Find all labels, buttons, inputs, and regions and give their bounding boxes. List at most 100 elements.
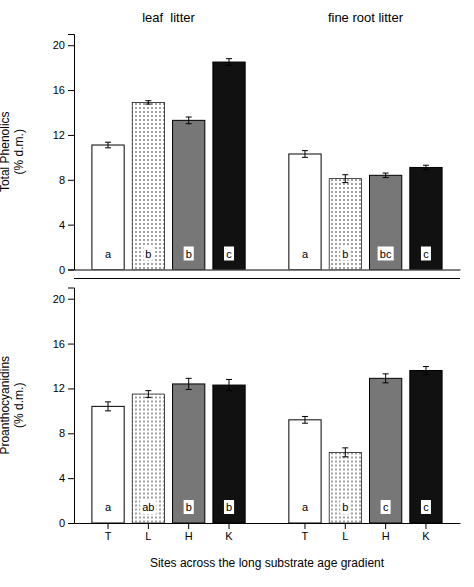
error-bar	[145, 391, 151, 398]
y-tick-label: 8	[59, 427, 65, 439]
y-tick: 16	[53, 338, 74, 350]
letter-box	[143, 247, 153, 261]
letters: abbcabbcc	[105, 247, 431, 261]
group-title: fine root litter	[328, 10, 404, 25]
letter-box	[224, 247, 234, 261]
y-tick-mark	[68, 270, 74, 271]
bar	[173, 120, 205, 269]
y-tick-mark	[68, 225, 74, 226]
error-bar-stem	[425, 367, 426, 375]
error-bar-stem	[304, 151, 305, 158]
letter-box	[421, 247, 431, 261]
error-bar-stem	[425, 165, 426, 169]
y-tick-label: 16	[53, 84, 65, 96]
x-axis-group: TLHK	[302, 523, 431, 542]
y-axis-title-line: (% d.m.)	[12, 129, 26, 174]
error-bar-stem	[108, 402, 109, 411]
error-bar	[186, 378, 192, 389]
error-bar	[423, 165, 429, 169]
error-bar-stem	[385, 374, 386, 383]
error-bar-cap	[226, 58, 232, 59]
error-bar	[383, 173, 389, 177]
significance-letter: c	[423, 248, 429, 260]
letter-box	[421, 500, 431, 514]
x-tick-label: H	[185, 530, 193, 542]
y-axis-title: Total Phenolics(% d.m.)	[0, 111, 26, 192]
x-axis-title: Sites across the long substrate age grad…	[150, 556, 385, 570]
x-tick: T	[105, 523, 112, 542]
y-tick: 8	[59, 174, 74, 186]
significance-letter: c	[423, 501, 429, 513]
y-axis-line	[68, 35, 75, 271]
bar	[289, 420, 321, 523]
error-bar	[145, 101, 151, 104]
bar	[173, 384, 205, 523]
y-tick-label: 12	[53, 129, 65, 141]
y-tick-mark	[68, 388, 74, 389]
error-bar-stem	[345, 448, 346, 457]
error-bar-cap	[342, 174, 348, 175]
letter-box	[184, 500, 194, 514]
error-bar-cap	[342, 456, 348, 457]
error-bar-cap	[302, 416, 308, 417]
y-tick-label: 16	[53, 338, 65, 350]
x-tick-label: T	[302, 530, 309, 542]
y-axis: 048121620	[53, 35, 75, 276]
x-tick-label: K	[225, 530, 233, 542]
significance-letter: b	[145, 248, 151, 260]
error-bar	[226, 59, 232, 66]
x-tick-label: H	[382, 530, 390, 542]
letter-box	[224, 500, 234, 514]
x-tick-mark	[148, 523, 149, 529]
y-tick-mark	[68, 135, 74, 136]
error-bar-cap	[186, 378, 192, 379]
error-bar	[105, 142, 111, 148]
error-bar	[342, 448, 348, 457]
error-bar-cap	[145, 104, 151, 105]
error-bar	[342, 175, 348, 183]
x-tick: H	[382, 523, 390, 542]
x-tick-mark	[229, 523, 230, 529]
plot-area	[92, 367, 442, 523]
x-tick: H	[185, 523, 193, 542]
letters: aabbbabcc	[105, 500, 431, 514]
significance-letter: bc	[380, 248, 392, 260]
error-bar-cap	[423, 374, 429, 375]
error-bar	[302, 416, 308, 423]
letter-box	[140, 500, 156, 514]
bar	[132, 394, 164, 523]
error-bar-stem	[304, 416, 305, 423]
y-tick-mark	[68, 344, 74, 345]
y-tick-label: 0	[59, 264, 65, 276]
error-bar-cap	[105, 142, 111, 143]
y-tick: 16	[53, 84, 74, 96]
error-bar-stem	[188, 378, 189, 389]
error-bar-cap	[423, 366, 429, 367]
error-bar-cap	[423, 165, 429, 166]
significance-letter: c	[226, 248, 232, 260]
x-tick-label: L	[342, 530, 348, 542]
bar	[329, 452, 361, 523]
x-tick: L	[145, 523, 151, 542]
letter-box	[340, 500, 350, 514]
letter-box	[340, 247, 350, 261]
x-tick: K	[225, 523, 233, 542]
error-bar-stem	[385, 173, 386, 177]
x-tick-mark	[304, 523, 305, 529]
error-bar-stem	[108, 142, 109, 148]
significance-letter: b	[226, 501, 232, 513]
plot-area	[92, 59, 442, 270]
error-bar-cap	[145, 100, 151, 101]
y-axis-title-line: Proanthocyanidins	[0, 356, 12, 455]
bar	[213, 62, 245, 269]
bar	[92, 406, 124, 523]
letter-box	[184, 247, 194, 261]
y-axis: 048121620	[53, 288, 75, 529]
error-bar-cap	[302, 157, 308, 158]
x-tick-mark	[385, 523, 386, 529]
error-bar-cap	[105, 401, 111, 402]
y-tick-label: 4	[59, 472, 65, 484]
significance-letter: b	[342, 248, 348, 260]
y-tick-mark	[68, 433, 74, 434]
error-bar-cap	[342, 447, 348, 448]
